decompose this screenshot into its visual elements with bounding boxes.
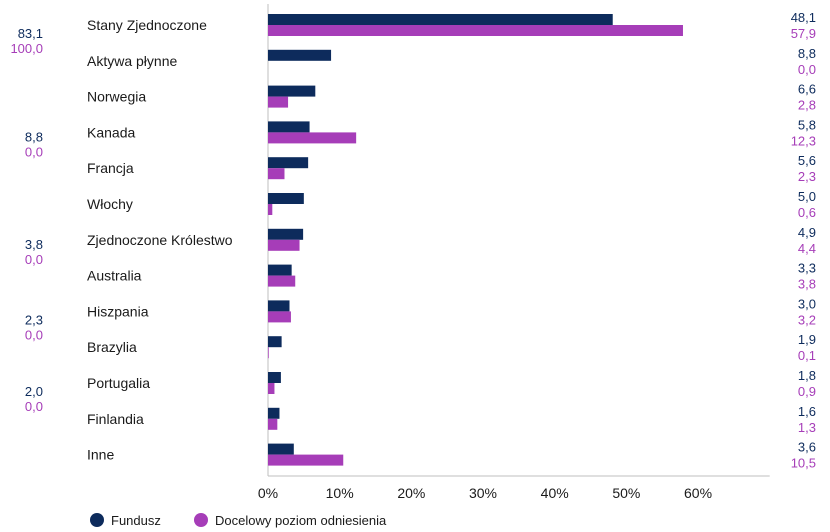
value-label-fund: 5,6 bbox=[798, 153, 816, 168]
bar-benchmark bbox=[268, 204, 273, 215]
bar-fund bbox=[268, 85, 316, 97]
category-label: Włochy bbox=[87, 196, 133, 212]
value-label-fund: 5,8 bbox=[798, 117, 816, 132]
value-label-benchmark: 3,2 bbox=[798, 312, 816, 327]
category-label: Inne bbox=[87, 447, 114, 463]
bar-benchmark bbox=[268, 239, 300, 251]
category-label: Aktywa płynne bbox=[87, 53, 177, 69]
x-tick-label: 50% bbox=[612, 485, 640, 501]
value-label-benchmark: 2,3 bbox=[798, 169, 816, 184]
value-label-fund: 1,9 bbox=[798, 332, 816, 347]
value-label-benchmark: 0,0 bbox=[798, 62, 816, 77]
group-total-fund: 2,3 bbox=[25, 312, 43, 327]
value-label-fund: 3,6 bbox=[798, 440, 816, 455]
bar-benchmark bbox=[268, 454, 344, 466]
value-label-fund: 1,8 bbox=[798, 368, 816, 383]
bar-benchmark bbox=[268, 311, 291, 323]
x-tick-label: 20% bbox=[397, 485, 425, 501]
group-total-fund: 3,8 bbox=[25, 237, 43, 252]
value-label-fund: 8,8 bbox=[798, 46, 816, 61]
value-label-benchmark: 1,3 bbox=[798, 420, 816, 435]
bar-benchmark bbox=[268, 347, 269, 359]
value-label-fund: 5,0 bbox=[798, 189, 816, 204]
category-label: Francja bbox=[87, 160, 134, 176]
bar-fund bbox=[268, 443, 294, 455]
value-label-benchmark: 0,9 bbox=[798, 384, 816, 399]
category-label: Stany Zjednoczone bbox=[87, 17, 207, 33]
group-total-fund: 8,8 bbox=[25, 130, 43, 145]
value-label-benchmark: 0,1 bbox=[798, 348, 816, 363]
x-tick-label: 10% bbox=[326, 485, 354, 501]
category-label: Finlandia bbox=[87, 411, 144, 427]
x-tick-label: 40% bbox=[541, 485, 569, 501]
legend-fund-label: Fundusz bbox=[111, 513, 161, 528]
legend-benchmark-marker bbox=[194, 513, 208, 527]
x-tick-label: 60% bbox=[684, 485, 712, 501]
bar-fund bbox=[268, 300, 290, 312]
value-label-benchmark: 10,5 bbox=[791, 456, 816, 471]
bar-fund bbox=[268, 372, 281, 383]
bar-benchmark bbox=[268, 132, 357, 144]
bar-fund bbox=[268, 157, 309, 169]
bar-fund bbox=[268, 264, 292, 276]
bar-fund bbox=[268, 193, 304, 204]
bar-benchmark bbox=[268, 96, 289, 108]
bar-fund bbox=[268, 336, 282, 348]
value-label-benchmark: 0,6 bbox=[798, 205, 816, 220]
bar-fund bbox=[268, 228, 304, 240]
category-label: Zjednoczone Królestwo bbox=[87, 232, 233, 248]
value-label-fund: 4,9 bbox=[798, 225, 816, 240]
category-label: Norwegia bbox=[87, 89, 146, 105]
value-label-benchmark: 2,8 bbox=[798, 98, 816, 113]
value-label-benchmark: 3,8 bbox=[798, 277, 816, 292]
bar-fund bbox=[268, 407, 280, 419]
value-label-fund: 6,6 bbox=[798, 82, 816, 97]
legend: Fundusz Docelowy poziom odniesienia bbox=[90, 513, 387, 528]
category-label: Kanada bbox=[87, 124, 135, 140]
value-labels: 48,157,9 8,80,0 6,62,8 5,812,3 5,62,3 5,00,6 4… bbox=[791, 10, 816, 471]
bar-benchmark bbox=[268, 25, 683, 36]
group-total-benchmark: 0,0 bbox=[25, 145, 43, 160]
x-tick-labels: 0% 10% 20% 30% 40% 50% 60% bbox=[258, 485, 712, 501]
value-label-fund: 48,1 bbox=[791, 10, 816, 25]
legend-benchmark-label: Docelowy poziom odniesienia bbox=[215, 513, 387, 528]
value-label-benchmark: 4,4 bbox=[798, 241, 816, 256]
legend-fund-marker bbox=[90, 513, 104, 527]
value-label-fund: 1,6 bbox=[798, 404, 816, 419]
bar-fund bbox=[268, 14, 613, 25]
x-tick-label: 30% bbox=[469, 485, 497, 501]
category-label: Hiszpania bbox=[87, 303, 149, 319]
value-label-benchmark: 57,9 bbox=[791, 26, 816, 41]
bar-fund bbox=[268, 49, 332, 61]
bar-benchmark bbox=[268, 383, 275, 394]
x-tick-label: 0% bbox=[258, 485, 278, 501]
value-label-fund: 3,3 bbox=[798, 261, 816, 276]
category-labels: Stany Zjednoczone Aktywa płynne Norwegia Ka… bbox=[87, 17, 233, 463]
category-label: Portugalia bbox=[87, 375, 150, 391]
bar-benchmark bbox=[268, 168, 285, 180]
category-label: Australia bbox=[87, 268, 142, 284]
group-total-fund: 2,0 bbox=[25, 384, 43, 399]
value-label-fund: 3,0 bbox=[798, 296, 816, 311]
bar-benchmark bbox=[268, 418, 278, 430]
group-total-fund: 83,1 bbox=[18, 26, 43, 41]
bars-layer bbox=[268, 14, 683, 466]
group-total-benchmark: 0,0 bbox=[25, 252, 43, 267]
group-total-benchmark: 0,0 bbox=[25, 327, 43, 342]
axis-layer bbox=[267, 4, 770, 477]
bar-fund bbox=[268, 121, 310, 133]
group-total-benchmark: 100,0 bbox=[10, 41, 43, 56]
group-total-benchmark: 0,0 bbox=[25, 399, 43, 414]
value-label-benchmark: 12,3 bbox=[791, 133, 816, 148]
bar-benchmark bbox=[268, 275, 296, 287]
category-label: Brazylia bbox=[87, 339, 137, 355]
